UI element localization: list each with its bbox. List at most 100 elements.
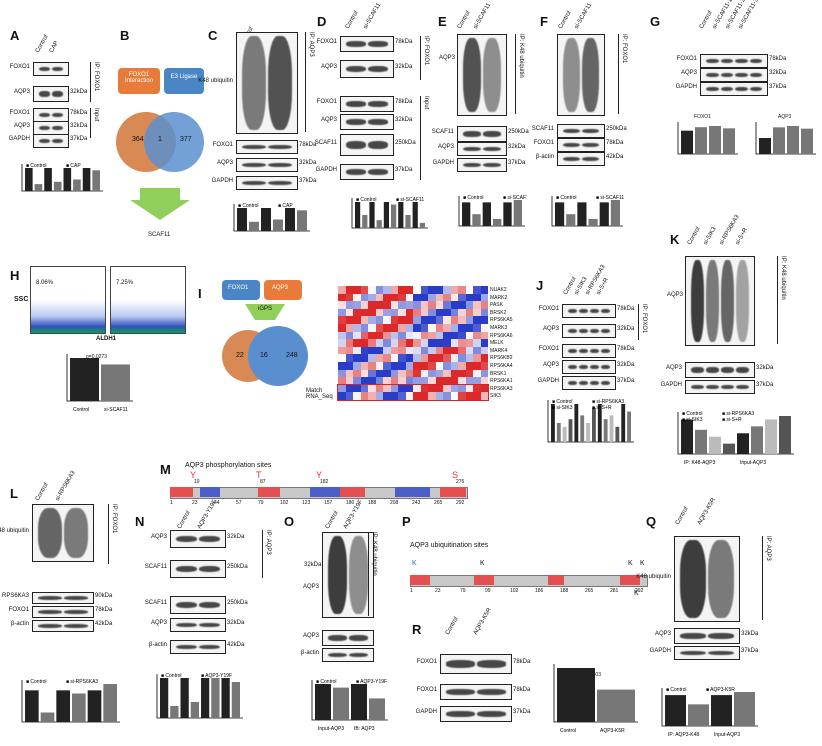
bar xyxy=(566,214,576,226)
blot-strip xyxy=(562,304,616,318)
heatmap-cell xyxy=(345,361,353,370)
heatmap-cell xyxy=(398,346,406,355)
blot-label: AQP3 xyxy=(438,55,455,61)
bar xyxy=(555,202,565,226)
heatmap-cell xyxy=(420,323,428,332)
heatmap-cell xyxy=(480,286,488,294)
panel-label: Q xyxy=(646,514,657,529)
heatmap-cell xyxy=(435,339,443,347)
axis xyxy=(551,196,623,227)
set-box xyxy=(118,68,160,94)
blot-label: K48 ubiquitin xyxy=(0,528,29,534)
heatmap-cell xyxy=(428,369,436,378)
heatmap-cell xyxy=(360,369,368,378)
blot-band xyxy=(52,91,63,97)
blot-band xyxy=(346,101,366,107)
mw-marker: 78kDa xyxy=(513,687,531,693)
heatmap-cell xyxy=(390,316,398,324)
blot-strip xyxy=(557,152,605,166)
blot-band xyxy=(590,348,599,354)
heatmap-cell xyxy=(413,308,421,317)
mw-marker: 32kDa xyxy=(227,620,245,626)
bar xyxy=(577,202,587,226)
mw-marker: 37kDa xyxy=(741,648,759,654)
domain-segment xyxy=(440,487,466,497)
blot-band xyxy=(749,86,762,92)
blot-band xyxy=(368,169,388,175)
bar xyxy=(709,436,721,454)
blot-band xyxy=(708,540,734,618)
heatmap-cell xyxy=(338,293,346,302)
heatmap-cell xyxy=(450,384,458,393)
heatmap-cell xyxy=(390,377,398,385)
heatmap-cell xyxy=(398,354,406,362)
heatmap-cell xyxy=(368,308,376,317)
heatmap-cell xyxy=(420,377,428,385)
blot-band xyxy=(735,72,748,78)
category-label: Control xyxy=(560,728,576,734)
heatmap-cell xyxy=(398,339,406,347)
heatmap-cell xyxy=(420,331,428,340)
bar xyxy=(160,678,169,718)
heatmap-cell xyxy=(443,377,451,385)
heatmap-cell xyxy=(338,392,346,400)
heatmap-cell xyxy=(428,384,436,393)
legend-entry: ■ si-SIK3 xyxy=(552,405,573,411)
mw-marker: 78kDa xyxy=(617,346,635,352)
axis-label: SSC xyxy=(14,296,29,303)
tick-label: 186 xyxy=(535,588,544,594)
chart-title: FOXO1 xyxy=(694,114,711,120)
heatmap-cell xyxy=(398,286,406,294)
blot-label: FOXO1 xyxy=(533,140,554,146)
heatmap-cell xyxy=(420,392,428,400)
blot-band xyxy=(483,162,501,168)
heatmap-cell xyxy=(360,354,368,362)
blot-band xyxy=(736,367,749,373)
gene-label: RPS6KB2 xyxy=(490,355,513,362)
bar-chart: ■ Control ■ si-SCAF11 xyxy=(351,197,428,229)
bar xyxy=(681,130,693,154)
panel-label: H xyxy=(10,268,20,283)
blot-band xyxy=(680,540,706,618)
domain-segment xyxy=(258,487,280,497)
bar xyxy=(351,684,367,720)
blot-strip xyxy=(557,138,605,152)
category-label: Control xyxy=(73,407,89,413)
heatmap-cell xyxy=(443,392,451,400)
heatmap-cell xyxy=(353,384,361,393)
blot-label: SCAF11 xyxy=(431,129,454,135)
heatmap-cell xyxy=(405,286,413,294)
blot-label: FOXO1 xyxy=(416,687,437,693)
legend-entry: ■ AQP3-Y19F xyxy=(356,679,387,685)
heatmap-cell xyxy=(390,301,398,309)
category-label: IP: K48-AQP3 xyxy=(684,460,716,466)
blot-label: K48 ubiquitin xyxy=(636,574,671,580)
heatmap-cell xyxy=(390,361,398,370)
mw-marker: 250kDa xyxy=(227,600,248,606)
bar xyxy=(723,128,735,154)
heatmap-cell xyxy=(443,346,451,355)
blot-band xyxy=(52,125,63,131)
mw-marker: 42kDa xyxy=(227,642,245,648)
domain-segment xyxy=(310,487,340,497)
mw-marker: 78kDa xyxy=(395,39,413,45)
heatmap-cell xyxy=(435,354,443,362)
blot-label: FOXO1 xyxy=(676,56,697,62)
heatmap-cell xyxy=(345,293,353,302)
heatmap-cell xyxy=(458,339,466,347)
blot-label: GAPDH xyxy=(8,136,30,142)
blot-band xyxy=(563,142,580,148)
heatmap-cell xyxy=(338,331,346,340)
legend-entry: ■ si-SCAF11 xyxy=(396,197,424,203)
heatmap-cell xyxy=(368,316,376,324)
heatmap-cell xyxy=(338,339,346,347)
heatmap-cell xyxy=(428,331,436,340)
bar xyxy=(556,423,561,442)
heatmap-cell xyxy=(428,339,436,347)
heatmap-cell xyxy=(435,301,443,309)
category-label: IP: AQP3-K48 xyxy=(668,732,699,738)
blot-band xyxy=(582,156,599,162)
blot-strip xyxy=(236,176,298,190)
blot-band xyxy=(346,119,366,125)
blot-band xyxy=(368,101,388,107)
